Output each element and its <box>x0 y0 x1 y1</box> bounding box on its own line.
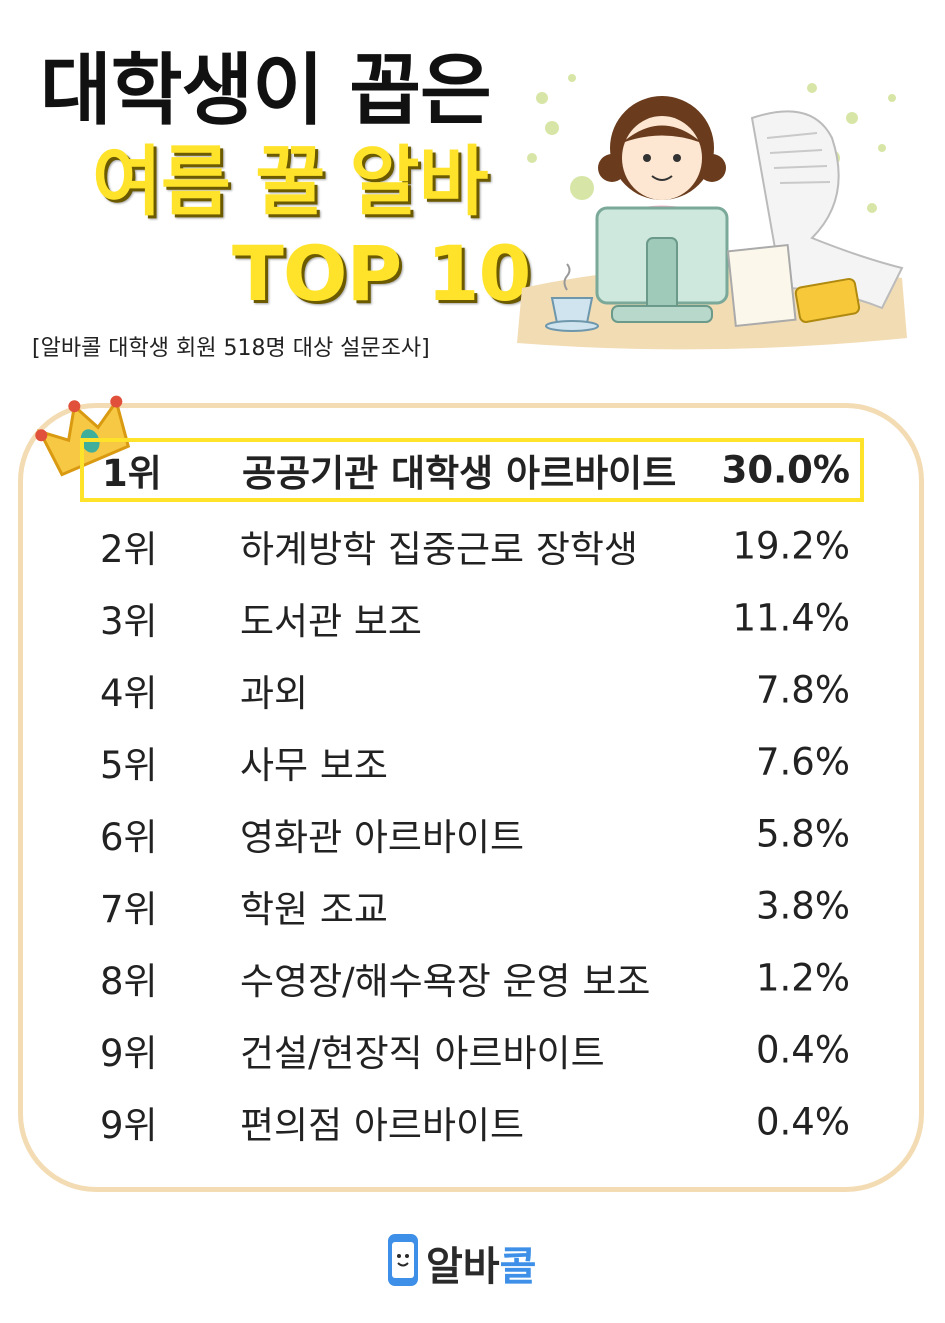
percent-value: 19.2% <box>732 524 850 568</box>
ranking-row: 8위 수영장/해수욕장 운영 보조 1.2% <box>80 946 864 1010</box>
percent-value: 30.0% <box>721 448 850 492</box>
logo-text-main: 알바 <box>426 1244 500 1290</box>
girl-at-computer-illustration <box>517 74 907 350</box>
job-name: 수영장/해수욕장 운영 보조 <box>240 960 651 1003</box>
job-name: 편의점 아르바이트 <box>240 1104 525 1147</box>
ranking-row-top: 1위 공공기관 대학생 아르바이트 30.0% <box>80 438 864 502</box>
ranking-row: 9위 편의점 아르바이트 0.4% <box>80 1090 864 1154</box>
percent-value: 11.4% <box>732 596 850 640</box>
logo-text: 알바콜 <box>426 1234 536 1292</box>
survey-subtitle: [알바콜 대학생 회원 518명 대상 설문조사] <box>32 336 430 361</box>
title-line-3: TOP 10 <box>232 229 531 318</box>
rank-label: 7위 <box>100 888 158 931</box>
job-name: 영화관 아르바이트 <box>240 816 525 859</box>
percent-value: 5.8% <box>756 812 850 856</box>
ranking-row: 2위 하계방학 집중근로 장학생 19.2% <box>80 514 864 578</box>
job-name: 사무 보조 <box>240 744 388 787</box>
percent-value: 0.4% <box>756 1028 850 1072</box>
rank-label: 2위 <box>100 528 158 571</box>
ranking-row: 7위 학원 조교 3.8% <box>80 874 864 938</box>
ranking-row: 6위 영화관 아르바이트 5.8% <box>80 802 864 866</box>
rank-label: 4위 <box>100 672 158 715</box>
percent-value: 3.8% <box>756 884 850 928</box>
job-name: 건설/현장직 아르바이트 <box>240 1032 605 1075</box>
albacall-logo: 알바콜 <box>386 1230 566 1290</box>
ranking-row: 9위 건설/현장직 아르바이트 0.4% <box>80 1018 864 1082</box>
percent-value: 0.4% <box>756 1100 850 1144</box>
rank-label: 6위 <box>100 816 158 859</box>
job-name: 과외 <box>240 672 309 715</box>
phone-smile-icon <box>388 1234 418 1286</box>
percent-value: 1.2% <box>756 956 850 1000</box>
ranking-panel <box>18 403 924 1192</box>
title-line-1: 대학생이 꼽은 <box>40 46 492 136</box>
percent-value: 7.6% <box>756 740 850 784</box>
rank-label: 5위 <box>100 744 158 787</box>
ranking-row: 5위 사무 보조 7.6% <box>80 730 864 794</box>
logo-text-accent: 콜 <box>499 1244 537 1290</box>
ranking-row: 4위 과외 7.8% <box>80 658 864 722</box>
title-line-2: 여름 꿀 알바 <box>92 137 489 226</box>
job-name: 하계방학 집중근로 장학생 <box>240 528 638 571</box>
rank-label: 1위 <box>102 452 162 495</box>
rank-label: 8위 <box>100 960 158 1003</box>
rank-label: 9위 <box>100 1104 158 1147</box>
ranking-row: 3위 도서관 보조 11.4% <box>80 586 864 650</box>
job-name: 학원 조교 <box>240 888 388 931</box>
rank-label: 3위 <box>100 600 158 643</box>
job-name: 도서관 보조 <box>240 600 422 643</box>
job-name: 공공기관 대학생 아르바이트 <box>242 452 677 495</box>
rank-label: 9위 <box>100 1032 158 1075</box>
percent-value: 7.8% <box>756 668 850 712</box>
